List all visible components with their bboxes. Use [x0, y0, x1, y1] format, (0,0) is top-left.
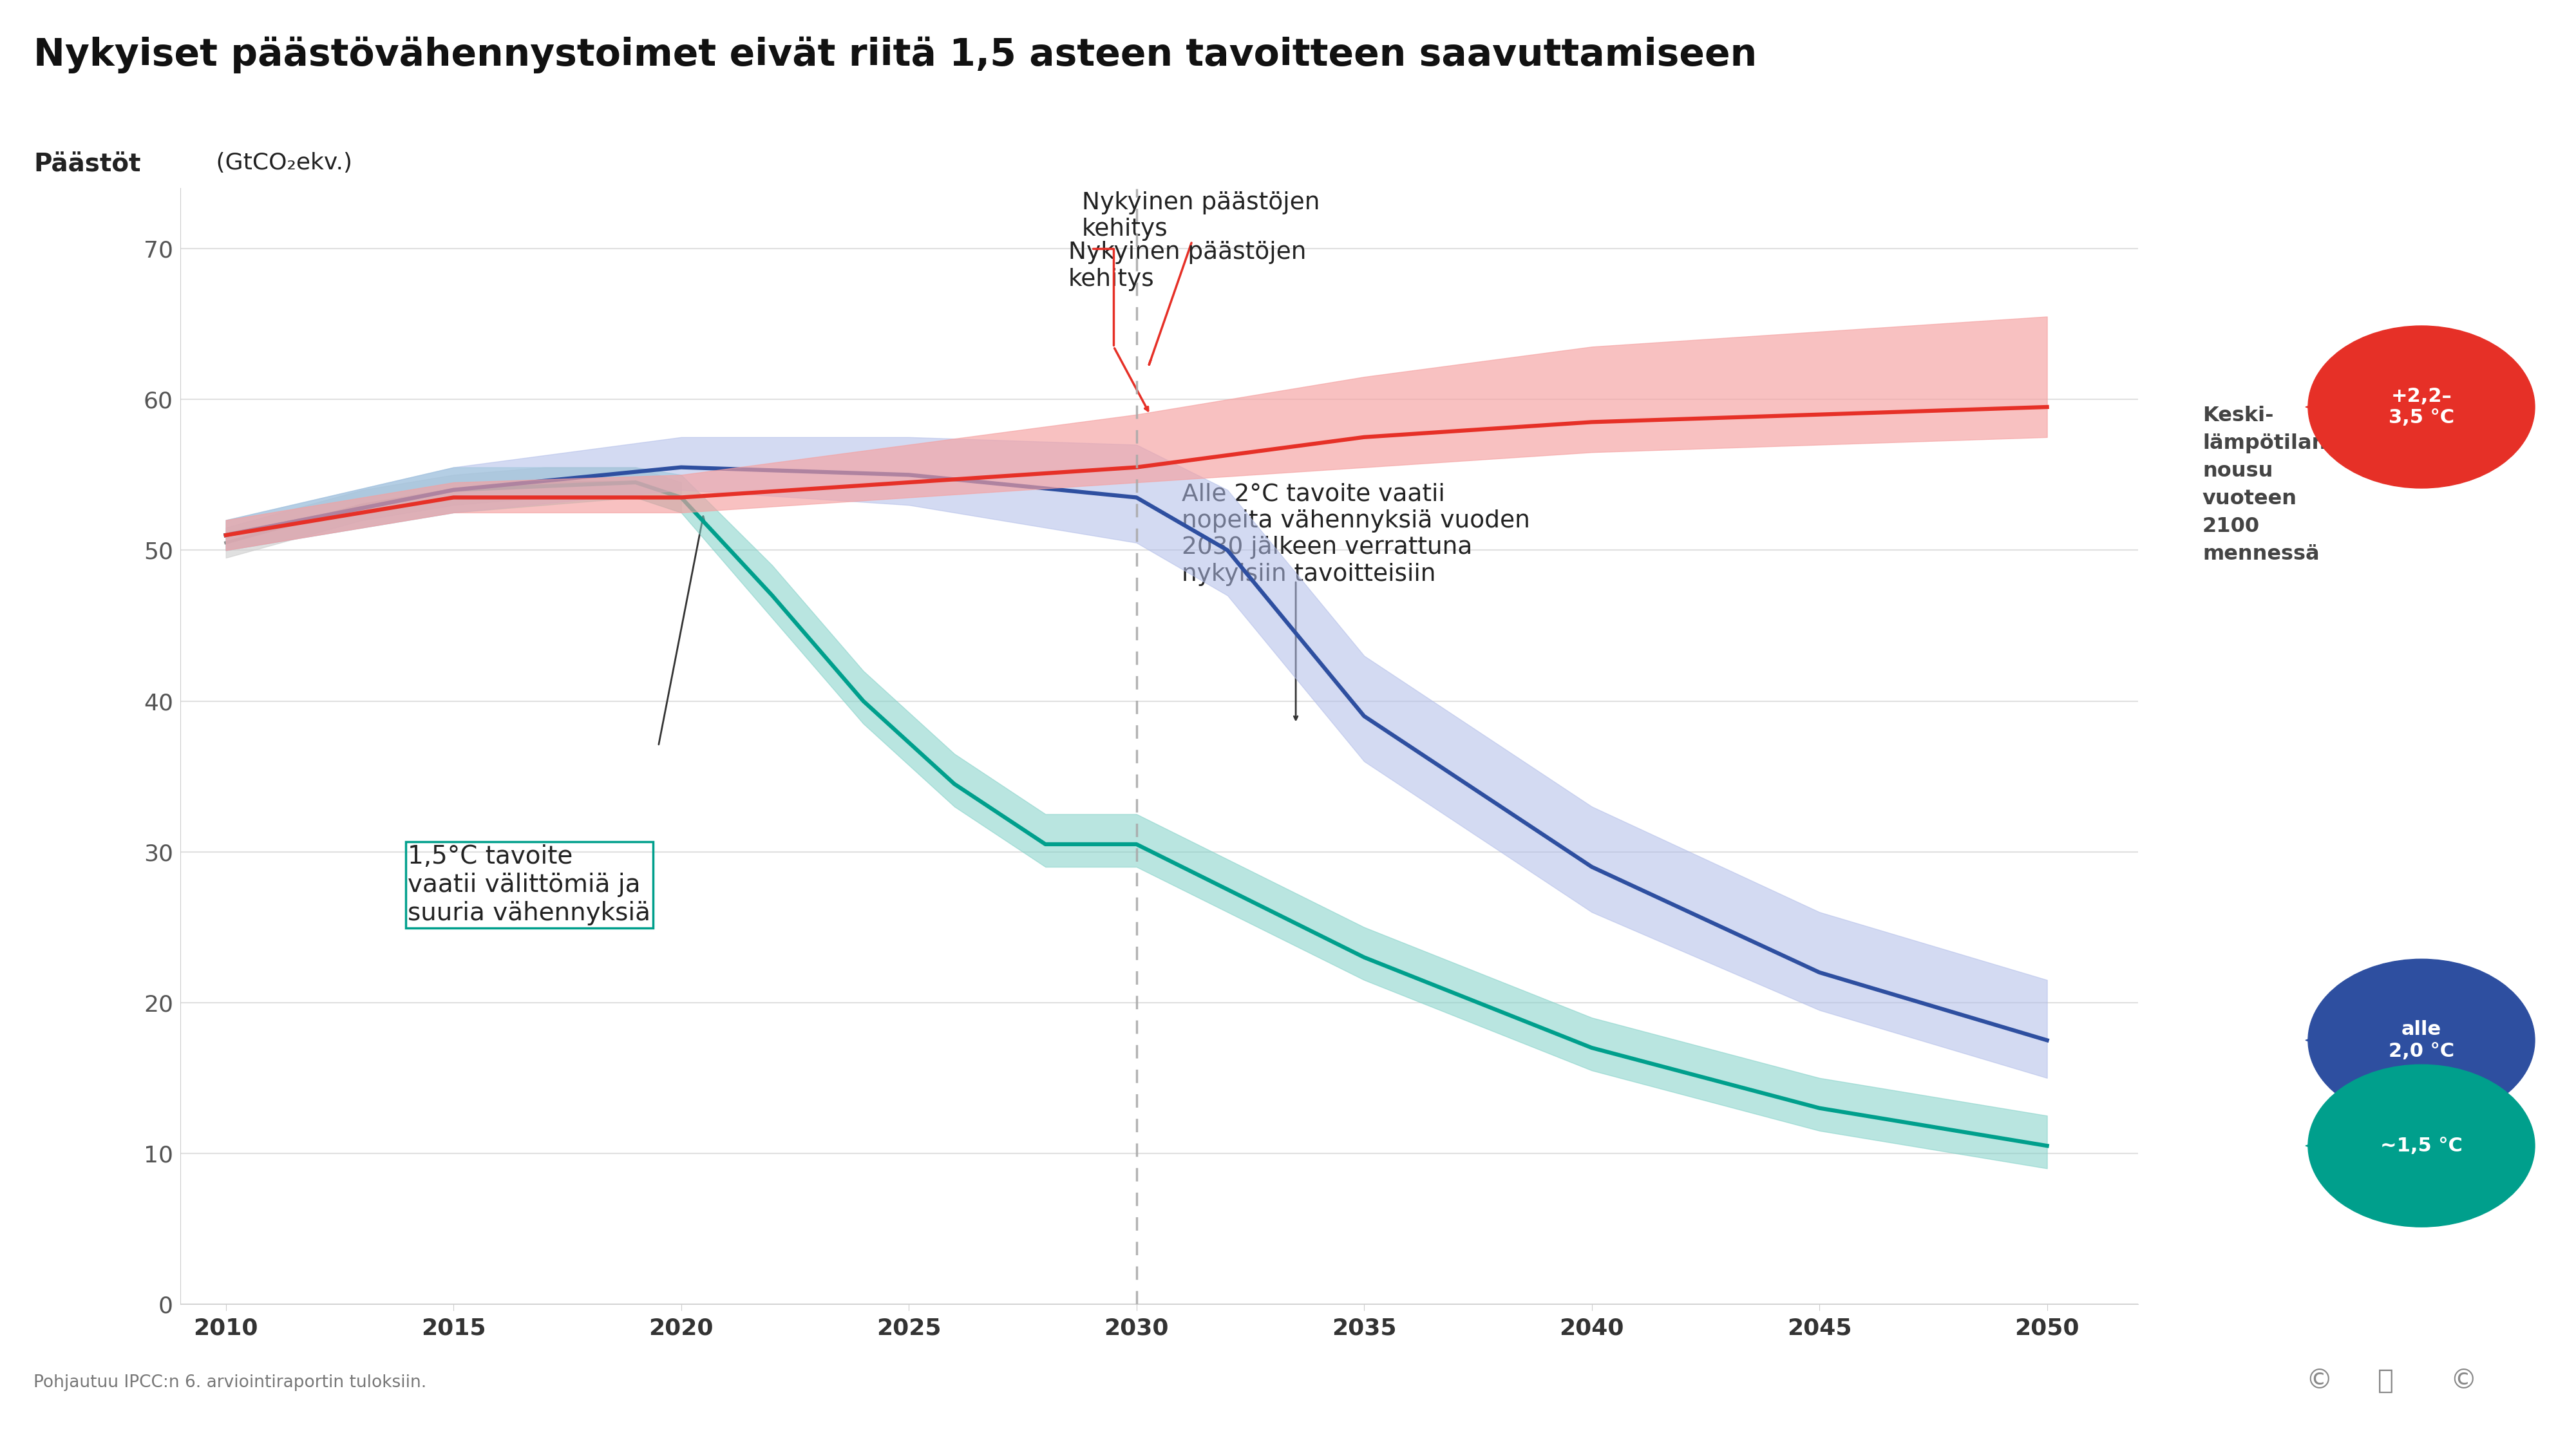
Text: Alle 2°C tavoite vaatii
nopeita vähennyksiä vuoden
2030 jälkeen verrattuna
nykyi: Alle 2°C tavoite vaatii nopeita vähennyk…: [1182, 483, 1530, 585]
Text: ©: ©: [2306, 1366, 2331, 1394]
Text: Nykyinen päästöjen
kehitys: Nykyinen päästöjen kehitys: [1082, 191, 1319, 365]
Text: alle
2,0 °C: alle 2,0 °C: [2388, 1020, 2455, 1061]
Text: ©: ©: [2450, 1366, 2476, 1394]
Text: (GtCO₂ekv.): (GtCO₂ekv.): [209, 152, 353, 174]
Text: Nykyinen päästöjen
kehitys: Nykyinen päästöjen kehitys: [1069, 241, 1306, 291]
Text: Päästöt: Päästöt: [33, 152, 142, 177]
Text: Pohjautuu IPCC:n 6. arviointiraportin tuloksiin.: Pohjautuu IPCC:n 6. arviointiraportin tu…: [33, 1374, 428, 1391]
Text: Ⓘ: Ⓘ: [2378, 1366, 2393, 1394]
Text: +2,2–
3,5 °C: +2,2– 3,5 °C: [2388, 387, 2455, 427]
Text: 1,5°C tavoite
vaatii välittömiä ja
suuria vähennyksiä: 1,5°C tavoite vaatii välittömiä ja suuri…: [407, 845, 652, 926]
Text: ~1,5 °C: ~1,5 °C: [2380, 1136, 2463, 1155]
Text: Keski-
lämpötilan
nousu
vuoteen
2100
mennessä: Keski- lämpötilan nousu vuoteen 2100 men…: [2202, 406, 2326, 564]
Text: Nykyiset päästövähennystoimet eivät riitä 1,5 asteen tavoitteen saavuttamiseen: Nykyiset päästövähennystoimet eivät riit…: [33, 36, 1757, 72]
